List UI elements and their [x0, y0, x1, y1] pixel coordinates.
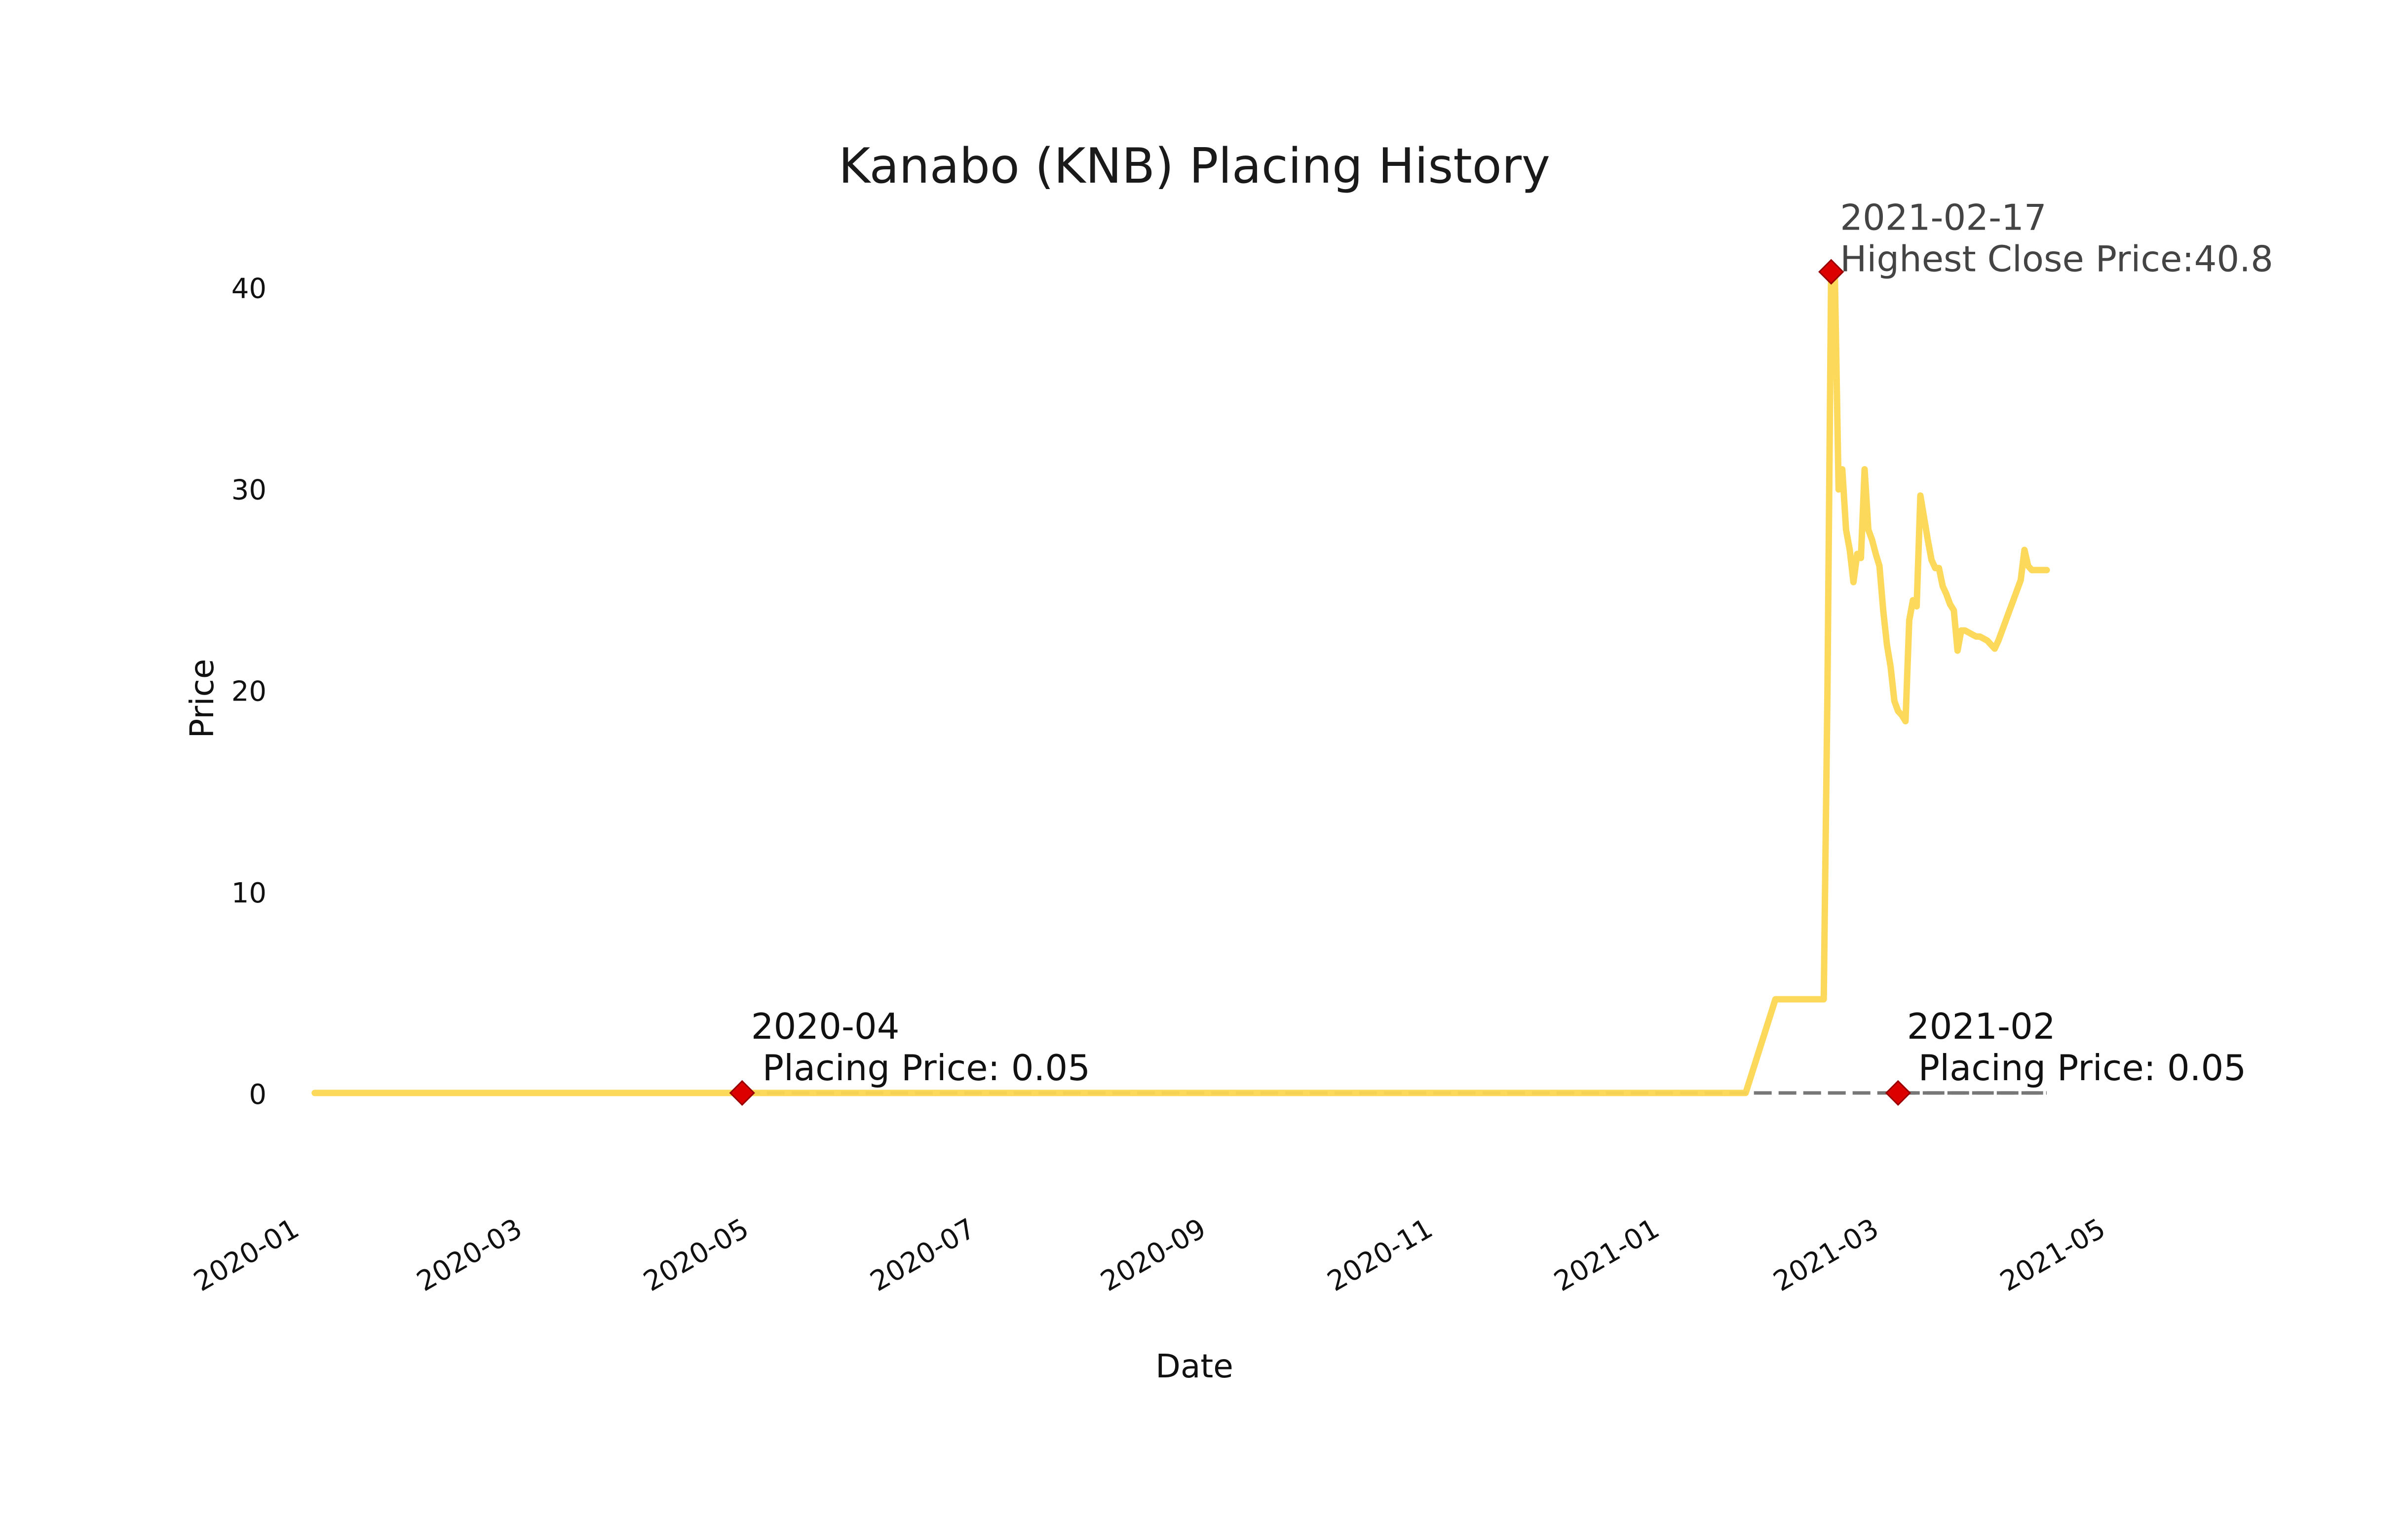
annotation-line: 2020-04	[751, 1006, 900, 1047]
annotation-line: Placing Price: 0.05	[751, 1047, 1090, 1089]
y-tick-label: 10	[231, 877, 267, 909]
y-tick-label: 20	[231, 676, 267, 708]
annotation-marker	[1818, 259, 1844, 285]
annotation-label: 2021-02 Placing Price: 0.05	[1907, 1006, 2246, 1089]
annotation-line: Placing Price: 0.05	[1907, 1047, 2246, 1089]
annotation-marker	[729, 1080, 755, 1106]
y-tick-label: 30	[231, 474, 267, 506]
annotation-line: Highest Close Price:40.8	[1840, 238, 2273, 280]
price-series	[311, 269, 2050, 1096]
y-axis-label: Price	[183, 659, 221, 738]
y-tick-labels: 0 10 20 30 40	[231, 273, 267, 1111]
annotation-label: 2020-04 Placing Price: 0.05	[751, 1006, 1090, 1089]
y-tick-label: 0	[249, 1079, 267, 1111]
annotation-line: 2021-02-17	[1840, 197, 2046, 238]
annotation-label: 2021-02-17 Highest Close Price:40.8	[1840, 197, 2273, 280]
y-tick-label: 40	[231, 273, 267, 305]
x-axis-label: Date	[1155, 1347, 1233, 1385]
annotation-line: 2021-02	[1907, 1006, 2056, 1047]
chart-title: Kanabo (KNB) Placing History	[839, 138, 1550, 195]
annotation-markers	[729, 259, 1911, 1106]
annotation-marker	[1885, 1080, 1911, 1106]
price-line	[311, 269, 2050, 1096]
